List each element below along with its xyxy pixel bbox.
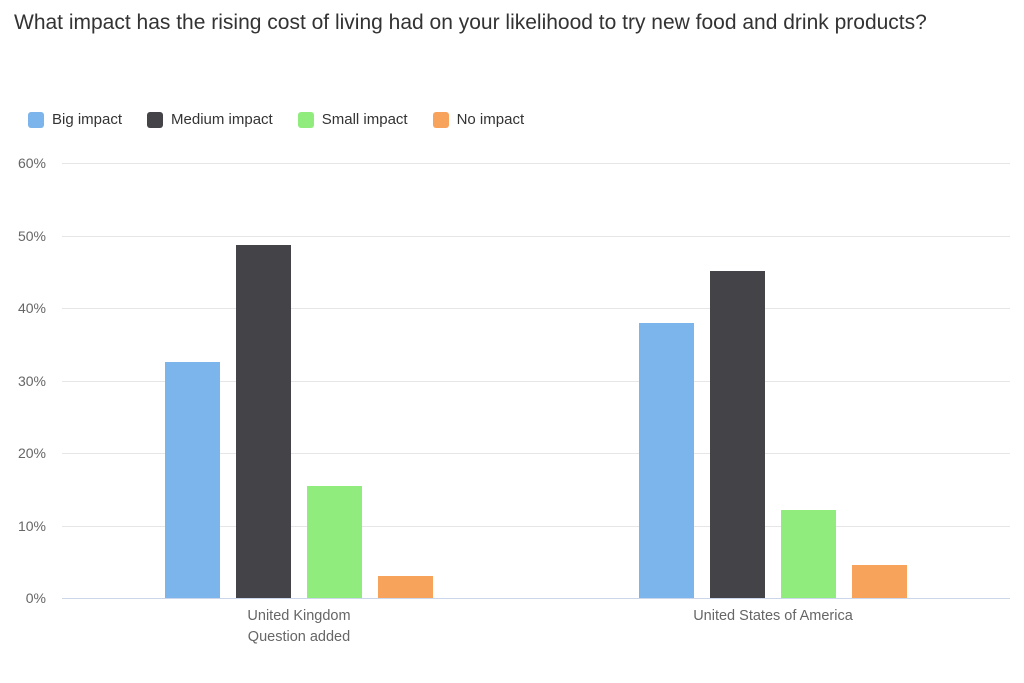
legend-marker-small-impact: [297, 112, 314, 128]
y-tick-label-0: 0%: [25, 590, 46, 606]
y-tick-label-10: 10%: [17, 517, 46, 534]
chart-title: What impact has the rising cost of livin…: [14, 11, 927, 34]
legend-label: No impact: [456, 111, 525, 128]
x-category-label-united-kingdom: United Kingdom Question added: [247, 608, 351, 645]
bar-medium-impact-united-states-of-america[interactable]: [710, 271, 765, 598]
y-tick-label-40: 40%: [17, 300, 46, 316]
legend: Big impact Medium impact Small impact No im…: [28, 112, 524, 128]
legend-label: Medium impact: [171, 111, 273, 128]
category-group-united-kingdom: [62, 163, 536, 598]
legend-item-no-impact[interactable]: No impact: [432, 111, 525, 128]
x-category-label-united-states-of-america: United States of America: [693, 608, 853, 624]
gridline-40: [62, 308, 1010, 309]
gridline-10: [62, 525, 1010, 527]
bar-no-impact-united-states-of-america[interactable]: [852, 565, 907, 598]
y-tick-label-50: 50%: [17, 227, 46, 244]
legend-label: Big impact: [52, 111, 123, 128]
bar-big-impact-united-kingdom[interactable]: [165, 362, 220, 598]
gridline-60: [62, 163, 1010, 164]
bar-small-impact-united-states-of-america[interactable]: [781, 510, 836, 598]
legend-item-big-impact[interactable]: Big impact: [28, 112, 122, 128]
y-axis: 0% 10% 20% 30% 40% 50% 60%: [0, 155, 46, 606]
bar-small-impact-united-kingdom[interactable]: [307, 485, 362, 598]
y-tick-label-20: 20%: [17, 445, 46, 461]
y-tick-label-30: 30%: [17, 372, 46, 389]
legend-item-medium-impact[interactable]: Medium impact: [147, 112, 273, 128]
x-axis: United Kingdom Question added United Stat…: [62, 606, 1010, 648]
legend-marker-big-impact: [28, 112, 44, 128]
gridline-20: [62, 453, 1010, 454]
plot-area: [62, 163, 1010, 599]
y-tick-label-60: 60%: [17, 155, 46, 171]
legend-item-small-impact[interactable]: Small impact: [297, 111, 408, 128]
gridline-30: [62, 380, 1010, 382]
legend-marker-medium-impact: [147, 112, 164, 128]
legend-label: Small impact: [321, 111, 408, 128]
category-group-united-states-of-america: [536, 163, 1010, 598]
bar-big-impact-united-states-of-america[interactable]: [639, 322, 694, 598]
gridline-50: [62, 235, 1010, 237]
bar-medium-impact-united-kingdom[interactable]: [236, 244, 291, 598]
bar-no-impact-united-kingdom[interactable]: [378, 576, 433, 598]
bar-groups: [62, 163, 1010, 598]
legend-marker-no-impact: [432, 112, 449, 128]
